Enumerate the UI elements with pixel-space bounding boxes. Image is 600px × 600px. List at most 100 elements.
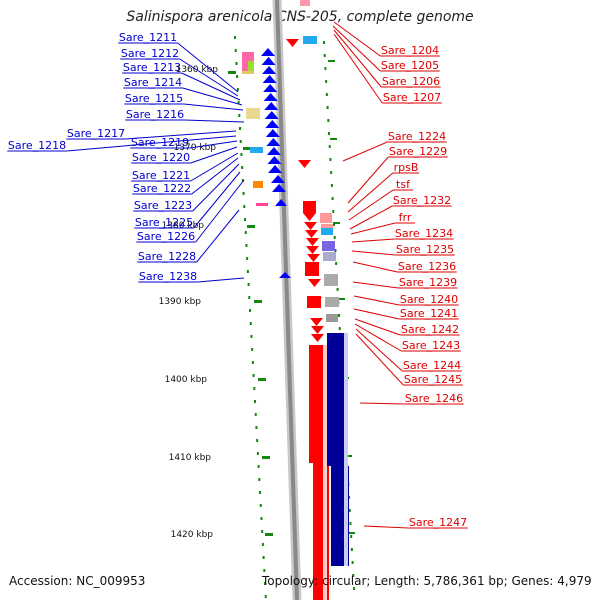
- scale-dot: [250, 335, 253, 338]
- accession-label: Accession: NC_009953: [9, 574, 146, 588]
- scale-dot: [244, 231, 247, 234]
- scale-dot: [234, 49, 237, 52]
- gene-label-sare_1240: Sare_1240: [400, 293, 458, 306]
- leader-line: [196, 209, 240, 263]
- gene-block: [250, 147, 263, 153]
- scale-dot: [334, 249, 337, 252]
- scale-dot: [348, 509, 351, 512]
- gene-block: [242, 52, 254, 61]
- scale-dot: [240, 153, 243, 156]
- gene-label-sare_1238: Sare_1238: [139, 270, 197, 283]
- scale-dot: [333, 223, 336, 226]
- scale-dot: [330, 184, 333, 187]
- leader-line: [354, 323, 402, 352]
- scale-dot: [236, 88, 239, 91]
- scale-dot: [328, 145, 331, 148]
- scale-dot: [327, 119, 330, 122]
- gene-block: [323, 252, 336, 261]
- gene-label-rpsb: rpsB: [394, 161, 419, 174]
- leader-line: [179, 58, 239, 97]
- leader-line: [363, 525, 409, 529]
- scale-dot: [328, 132, 331, 135]
- scale-tick: [262, 456, 270, 459]
- leader-line: [333, 33, 383, 104]
- reverse-gene-arrow: [265, 129, 280, 137]
- scale-dot: [234, 36, 236, 39]
- forward-gene-arrow: [311, 334, 324, 342]
- gene-label-sare_1215: Sare_1215: [125, 92, 183, 105]
- scale-dot: [246, 270, 249, 273]
- scale-tick-label: 1420 kbp: [171, 530, 214, 540]
- scale-tick: [328, 60, 335, 62]
- scale-dot: [243, 205, 246, 208]
- leader-line: [195, 179, 245, 243]
- scale-dot: [241, 179, 244, 182]
- scale-dot: [351, 561, 354, 564]
- gene-label-sare_1223: Sare_1223: [134, 199, 192, 212]
- scale-dot: [324, 67, 327, 70]
- reverse-gene-arrow: [271, 175, 285, 183]
- scale-dot: [261, 530, 264, 533]
- scale-dot: [352, 574, 355, 577]
- scale-dot: [331, 197, 334, 200]
- scale-dot: [254, 413, 257, 416]
- leader-line: [352, 261, 398, 273]
- scale-dot: [246, 257, 249, 260]
- scale-tick: [243, 147, 251, 150]
- gene-label-sare_1213: Sare_1213: [123, 61, 181, 74]
- reverse-gene-arrow: [263, 84, 278, 92]
- gene-label-sare_1236: Sare_1236: [398, 260, 456, 273]
- gene-block: [248, 61, 254, 71]
- scale-dot: [262, 556, 265, 559]
- gene-block: [326, 314, 338, 322]
- gene-label-sare_1218: Sare_1218: [8, 139, 66, 152]
- leader-line: [182, 87, 243, 106]
- gene-block: [256, 203, 268, 206]
- reverse-gene-arrow: [264, 111, 279, 119]
- leader-line: [181, 72, 241, 101]
- leader-line: [347, 156, 389, 204]
- gene-label-sare_1225: Sare_1225: [135, 216, 193, 229]
- forward-gene-bar: [309, 345, 323, 463]
- genome-backbone: [272, 0, 302, 600]
- gene-label-sare_1214: Sare_1214: [124, 76, 182, 89]
- leader-line: [183, 103, 244, 111]
- scale-dot: [264, 595, 267, 598]
- scale-dot: [239, 127, 242, 130]
- reverse-gene-arrow: [279, 272, 291, 278]
- forward-gene-arrow: [306, 238, 319, 246]
- scale-dot: [235, 62, 238, 65]
- leader-line: [184, 119, 245, 123]
- gene-block: [253, 181, 263, 188]
- scale-dot: [264, 582, 267, 585]
- leader-line: [353, 308, 400, 320]
- reverse-gene-arrow: [262, 66, 277, 74]
- scale-dot: [251, 361, 254, 364]
- gene-label-sare_1226: Sare_1226: [137, 230, 195, 243]
- scale-tick: [265, 533, 273, 536]
- leader-line: [191, 157, 239, 195]
- forward-gene-arrow: [310, 318, 323, 326]
- scale-tick: [254, 300, 262, 303]
- forward-gene-arrow: [286, 39, 299, 47]
- forward-gene-arrow: [309, 455, 323, 463]
- gene-label-sare_1221: Sare_1221: [132, 169, 190, 182]
- gene-label-sare_1219: Sare_1219: [131, 136, 189, 149]
- scale-dot: [257, 465, 260, 468]
- scale-tick-label: 1380 kbp: [162, 221, 205, 231]
- scale-dot: [323, 54, 326, 57]
- scale-dot: [336, 288, 339, 291]
- scale-dot: [335, 262, 338, 265]
- gene-label-sare_1205: Sare_1205: [381, 59, 439, 72]
- reverse-gene-arrow: [261, 57, 276, 65]
- scale-tick: [338, 298, 345, 300]
- scale-dot: [248, 296, 251, 299]
- gene-block: [246, 108, 260, 119]
- genome-summary: Topology: circular; Length: 5,786,361 bp…: [262, 574, 592, 588]
- forward-gene-arrow: [308, 279, 321, 287]
- scale-dot: [237, 101, 240, 104]
- scale-dot: [325, 93, 328, 96]
- gene-label-sare_1242: Sare_1242: [401, 323, 459, 336]
- leader-line: [351, 250, 396, 256]
- scale-dot: [259, 491, 262, 494]
